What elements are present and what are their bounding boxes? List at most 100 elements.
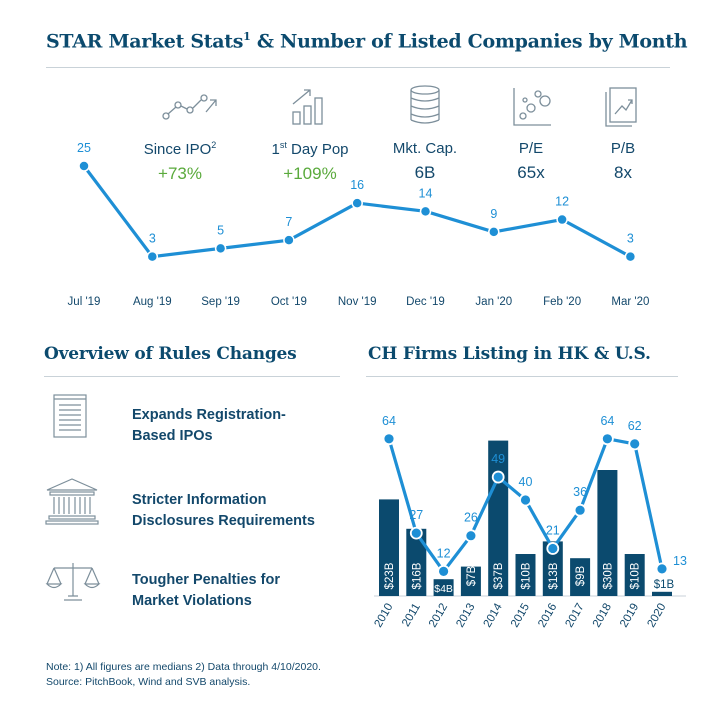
x-tick-label: 2020 [645,602,668,630]
bar [379,499,399,596]
x-tick-label: 2017 [564,602,587,630]
stat-value: 8x [614,163,632,182]
data-point [382,432,396,446]
bar-value-label: $23B [384,562,396,589]
data-label: 36 [573,485,587,499]
x-tick-label: 2019 [618,602,641,630]
data-point [283,234,295,246]
bar [542,541,563,596]
stat-pe: P/E 65x [476,140,586,183]
stat-value: +109% [283,164,337,183]
x-tick-label: Sep '19 [201,296,240,308]
courthouse-icon [45,478,99,525]
monthly-listings-chart: 25 3 5 7 16 14 9 12 3 Jul '19 Aug '19 Sep '19 Oct '1… [68,141,650,308]
bar-value-label: $7B [466,565,478,586]
data-point [146,250,159,263]
bar-value-label: $30B [602,562,614,589]
data-label: 16 [350,178,364,192]
bar-value-label: $13B [548,562,560,589]
x-tick-label: Oct '19 [271,296,307,308]
stat-first-day-pop: 1st Day Pop +109% [255,140,365,184]
data-point [464,529,478,543]
stat-since-ipo: Since IPO2 +73% [125,140,235,184]
data-label: 62 [628,419,642,433]
bar [652,591,672,596]
bar-value-label: $4B [434,583,453,595]
data-point [488,226,500,238]
bar-value-label: $10B [521,562,533,589]
x-tick-label: 2013 [454,602,477,630]
rules-section-title: Overview of Rules Changes [44,344,297,364]
data-label: 12 [555,195,569,209]
x-tick-label: 2011 [400,602,423,629]
data-point [437,564,450,578]
data-point [624,250,637,263]
x-tick-label: Feb '20 [543,296,581,308]
bar [570,558,591,596]
bar-value-label: $1B [654,579,675,591]
hk-divider [366,376,678,377]
bar-growth-icon [292,89,323,125]
data-label: 12 [437,546,451,560]
x-tick-label: Jul '19 [68,296,101,308]
data-label: 14 [419,186,433,200]
bar-value-label: $10B [630,562,642,589]
rules-divider [44,376,340,377]
data-point [546,542,560,555]
x-tick-label: Dec '19 [406,296,445,308]
x-tick-label: 2014 [482,601,505,630]
data-point [628,437,642,451]
stat-value: 6B [414,163,436,182]
data-point [214,242,227,255]
bar-value-label: $16B [411,562,423,589]
data-label: 3 [149,232,156,246]
stat-mkt-cap: Mkt. Cap. 6B [370,140,480,183]
x-tick-label: 2012 [427,602,450,630]
data-label: 27 [409,508,423,522]
data-label: 3 [627,232,634,246]
data-label: 40 [519,475,533,489]
footnote: Note: 1) All figures are medians 2) Data… [46,661,321,688]
hk-section-title: CH Firms Listing in HK & U.S. [368,344,651,364]
data-point [491,470,505,484]
data-point [519,493,532,507]
x-tick-label: 2016 [536,602,559,630]
bar-value-label: $9B [575,565,587,586]
bar [624,554,645,596]
rule-item-penalties: Tougher Penalties for Market Violations [132,572,280,609]
data-label: 26 [464,511,478,525]
data-point [573,503,587,517]
data-point [78,160,90,172]
scales-icon [45,563,101,601]
hk-us-listings-chart: 64 27 12 26 49 40 21 36 64 62 13 $23B $16B $4B $7B $37B… [372,414,687,630]
bar [515,554,536,596]
x-tick-label: 2018 [591,602,614,630]
page-title: STAR Market Stats1 & Number of Listed Co… [46,30,688,53]
document-icon [53,394,87,438]
x-tick-label: Jan '20 [475,296,512,308]
rule-item-disclosure: Stricter Information Disclosures Requirem… [132,492,315,529]
bar [433,579,454,596]
data-point [419,205,432,218]
data-point [351,197,363,209]
rule-item-registration: Expands Registration- Based IPOs [132,407,286,444]
data-label: 49 [491,452,505,466]
report-chart-icon [605,87,637,127]
data-label: 64 [600,414,614,428]
stat-value: +73% [158,164,202,183]
data-label: 13 [673,554,687,568]
data-label: 9 [490,207,497,221]
data-label: 21 [546,523,560,537]
x-tick-label: Aug '19 [133,296,172,308]
stat-value: 65x [517,163,545,182]
data-point [556,213,568,226]
data-label: 64 [382,414,396,428]
x-tick-label: Mar '20 [611,296,649,308]
data-point [655,562,669,576]
data-label: 25 [77,141,91,155]
data-label: 7 [285,215,292,229]
title-divider [46,67,670,68]
coin-stack-icon [410,85,440,124]
bar [597,470,618,596]
data-point [409,526,423,540]
